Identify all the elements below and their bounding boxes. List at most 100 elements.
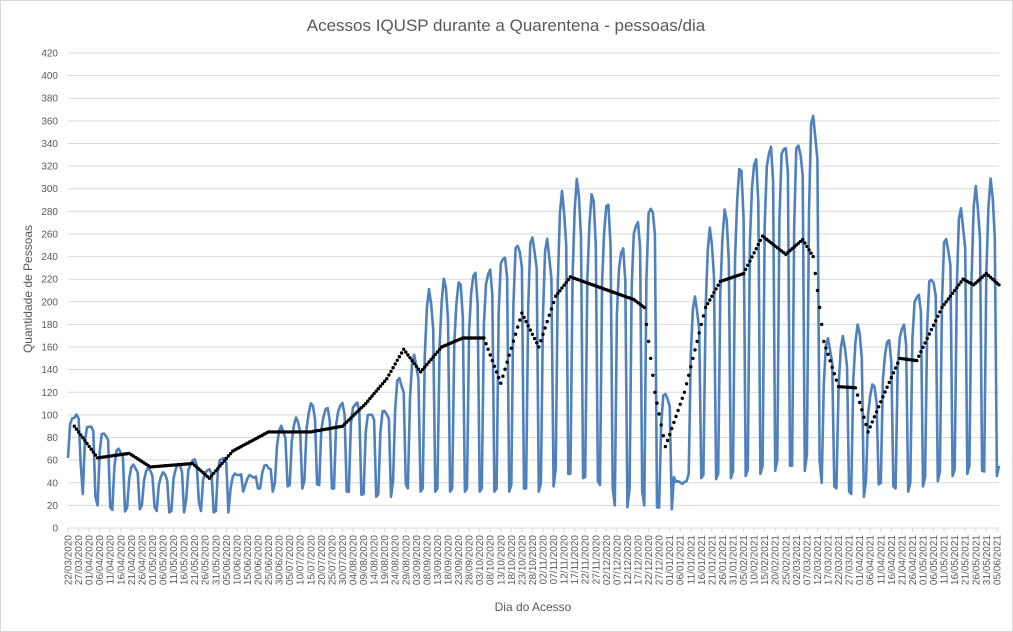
- moving-average-dot: [228, 451, 233, 456]
- moving-average-dot: [919, 350, 923, 354]
- x-tick-label: 11/04/2021: [876, 535, 887, 585]
- x-tick-label: 22/11/2020: [581, 535, 592, 585]
- moving-average-dot: [353, 412, 357, 416]
- x-tick-label: 30/07/2020: [338, 535, 349, 585]
- moving-average-dot: [560, 286, 564, 290]
- x-tick-label: 26/04/2021: [908, 535, 919, 585]
- y-tick-label: 260: [41, 229, 58, 240]
- moving-average-dot: [220, 461, 224, 466]
- x-tick-label: 05/06/2021: [992, 535, 1003, 585]
- moving-average-dot: [915, 358, 919, 363]
- moving-average-dot: [85, 441, 89, 446]
- moving-average-dot: [680, 396, 684, 400]
- moving-average-dot: [425, 362, 429, 367]
- moving-average-dot: [756, 242, 760, 247]
- moving-average-dot: [706, 302, 710, 306]
- moving-average-dot: [752, 251, 756, 255]
- moving-average-dot: [986, 273, 991, 278]
- moving-average-dot: [997, 283, 1001, 287]
- moving-average-dot: [674, 414, 678, 419]
- moving-average-dot: [511, 339, 516, 343]
- moving-average-dot: [361, 404, 366, 408]
- moving-average-dot: [672, 420, 676, 425]
- moving-average-dot: [528, 328, 532, 332]
- x-tick-label: 21/04/2021: [897, 535, 908, 585]
- moving-average-dot: [74, 427, 79, 431]
- moving-average-dot: [91, 450, 96, 454]
- moving-average-dot: [370, 394, 374, 398]
- x-tick-label: 26/01/2021: [718, 535, 729, 585]
- moving-average-dot: [936, 314, 940, 318]
- moving-average-dot: [224, 456, 228, 461]
- moving-average-dot: [665, 438, 670, 443]
- moving-average-dot: [421, 367, 425, 372]
- moving-average-dot: [659, 423, 663, 427]
- y-tick-label: 280: [41, 207, 58, 218]
- gridlines: [68, 52, 999, 529]
- moving-average-dot: [554, 294, 558, 298]
- moving-average-dot: [887, 380, 891, 385]
- moving-average-dot: [499, 381, 503, 385]
- moving-average-dot: [490, 358, 494, 363]
- moving-average-dot: [653, 390, 657, 394]
- moving-average-dot: [433, 352, 437, 357]
- x-tick-label: 01/04/2021: [855, 535, 866, 585]
- moving-average-dot: [889, 375, 893, 380]
- moving-average-dot: [948, 294, 953, 298]
- x-tick-label: 07/11/2020: [549, 535, 560, 585]
- moving-average-dot: [946, 297, 950, 301]
- x-tick-label: 05/02/2021: [739, 535, 750, 585]
- x-tick-label: 31/05/2021: [982, 535, 993, 585]
- x-tick-label: 07/03/2021: [802, 535, 813, 585]
- moving-average-dot: [526, 324, 530, 328]
- moving-average-dot: [826, 352, 830, 356]
- moving-average-dot: [404, 350, 408, 354]
- moving-average-dot: [651, 373, 655, 377]
- moving-average-dot: [663, 444, 668, 449]
- moving-average-dot: [427, 360, 431, 364]
- x-tick-label: 01/04/2020: [85, 535, 96, 585]
- moving-average-dot: [817, 305, 822, 310]
- x-tick-label: 28/09/2020: [465, 535, 476, 585]
- moving-average-dot: [385, 377, 389, 381]
- moving-average-dot: [545, 319, 549, 324]
- moving-average-dot: [505, 360, 509, 364]
- moving-average-dot: [509, 346, 513, 350]
- moving-average-dot: [543, 326, 547, 330]
- chart-title: Acessos IQUSP durante a Quarentena - pes…: [307, 16, 706, 35]
- y-tick-label: 160: [41, 343, 58, 354]
- moving-average-dot: [807, 248, 811, 252]
- moving-average-dot: [746, 263, 750, 267]
- moving-average-dot: [942, 302, 946, 307]
- x-tick-label: 06/05/2021: [929, 535, 940, 585]
- x-tick-label: 21/01/2021: [707, 535, 718, 585]
- moving-average-dot: [76, 430, 81, 434]
- moving-average-dot: [81, 436, 85, 440]
- moving-average-dot: [558, 289, 562, 293]
- x-tick-label: 21/04/2020: [127, 535, 138, 585]
- moving-average-dot: [524, 319, 528, 324]
- moving-average-dot: [488, 353, 492, 357]
- x-tick-label: 28/10/2020: [528, 535, 539, 585]
- x-tick-label: 27/03/2021: [845, 535, 856, 585]
- x-tick-label: 13/10/2020: [496, 535, 507, 585]
- x-tick-label: 21/05/2021: [961, 535, 972, 585]
- moving-average-dot: [828, 359, 832, 363]
- moving-average-dot: [870, 420, 874, 424]
- moving-average-dot: [927, 332, 931, 336]
- y-axis-title: Quantidade de Pessoas: [21, 225, 35, 353]
- y-tick-label: 400: [41, 71, 58, 82]
- moving-average-dot: [551, 300, 556, 305]
- moving-average-dot: [431, 355, 435, 359]
- moving-average-dot: [342, 422, 347, 426]
- plot-area: [66, 114, 1001, 514]
- moving-average-dot: [921, 345, 925, 349]
- x-tick-label: 16/01/2021: [697, 535, 708, 585]
- x-tick-label: 04/08/2020: [349, 535, 360, 585]
- y-tick-label: 120: [41, 388, 58, 399]
- x-tick-label: 15/06/2020: [243, 535, 254, 585]
- x-tick-label: 20/07/2020: [317, 535, 328, 585]
- moving-average-dot: [710, 294, 714, 298]
- x-tick-label: 27/11/2020: [591, 535, 602, 585]
- moving-average-dot: [556, 291, 560, 296]
